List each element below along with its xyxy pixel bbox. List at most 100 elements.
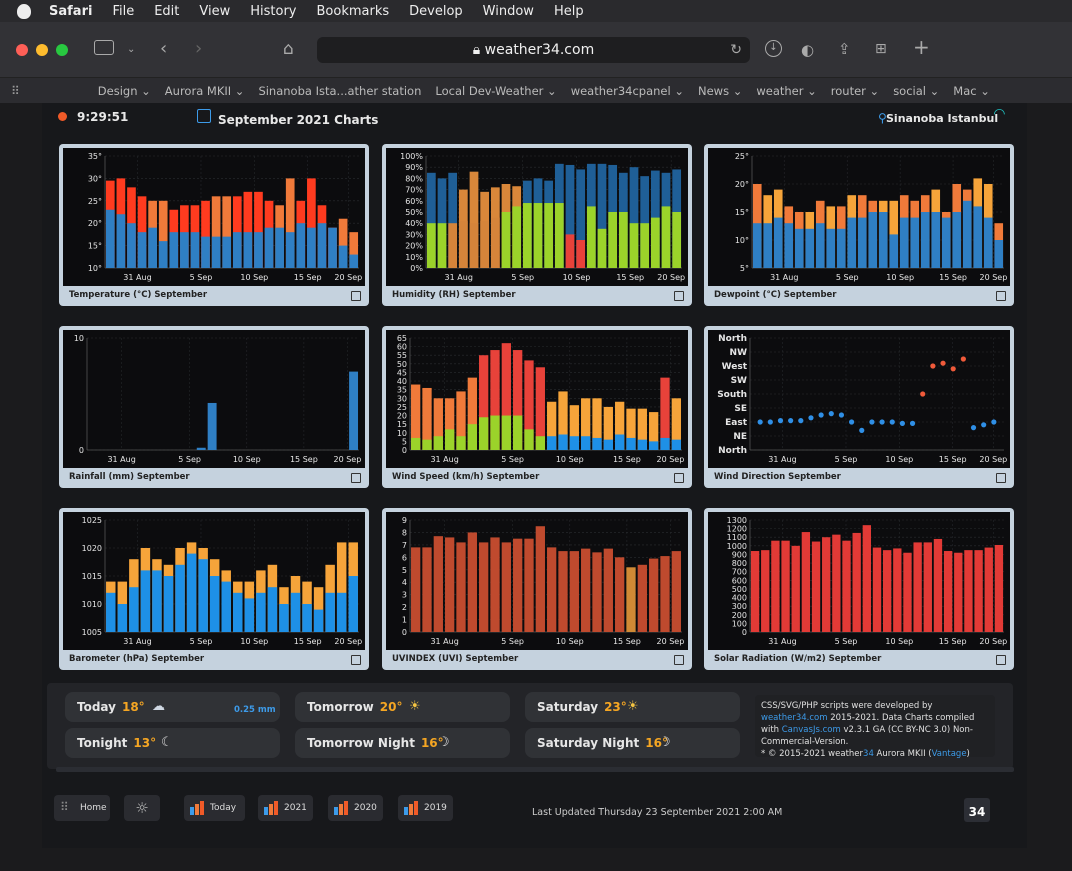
back-icon[interactable]: ‹ [160,38,168,59]
menu-edit[interactable]: Edit [154,3,180,19]
y-tick-label: 60% [405,197,423,206]
chevron-down-icon[interactable]: ⌄ [127,44,136,55]
bar [603,406,613,450]
x-tick-label: 31 Aug [445,273,473,282]
zoom-window-button[interactable] [56,44,68,56]
menu-file[interactable]: File [112,3,135,19]
fav-aurora[interactable]: Aurora MKII ⌄ [164,83,245,98]
share-icon[interactable]: ⇪ [838,40,851,58]
y-tick-label: 30% [405,230,423,239]
expand-icon[interactable] [996,291,1006,301]
y-tick-label: 15° [88,242,102,251]
apple-icon[interactable] [17,3,31,19]
expand-icon[interactable] [351,291,361,301]
y-tick-label: 1010 [82,600,102,609]
bar-chart-icon [264,800,278,815]
fav-news[interactable]: News ⌄ [697,83,743,98]
credits-link-canvasjs[interactable]: CanvasJs.com [781,725,841,735]
fav-cpanel[interactable]: weather34cpanel ⌄ [570,83,684,98]
expand-icon[interactable] [996,473,1006,483]
home-button[interactable]: ⠿ Home [54,795,110,821]
forecast-tomorrow-night: Tomorrow Night 16° ☽ [295,728,510,758]
chart-panel-rain: 10 0 31 Aug 5 Sep 10 Sep 15 Sep 20 Sep Rainfall… [59,326,369,488]
shield-icon[interactable]: ◐ [801,41,815,59]
chart-svg: 100% 90% 80% 70% 60% 50% 40% 30% 20% 10% 0% 31 Aug 5… [400,152,685,282]
minimize-window-button[interactable] [36,44,48,56]
credits-link-weather34[interactable]: weather34.com [761,713,828,723]
menu-help[interactable]: Help [553,3,584,19]
x-tick-label: 20 Sep [979,455,1007,464]
menu-bookmarks[interactable]: Bookmarks [316,3,390,19]
scrollbar[interactable] [56,767,1014,772]
menu-view[interactable]: View [199,3,231,19]
bar [565,164,575,268]
bar [544,203,554,268]
sidebar-icon[interactable] [94,40,114,55]
x-tick-label: 5 Sep [835,455,858,464]
bar [842,540,851,632]
menu-history[interactable]: History [250,3,297,19]
bar [994,240,1004,268]
x-tick-label: 31 Aug [770,273,798,282]
expand-icon[interactable] [674,655,684,665]
fav-local-dev[interactable]: Local Dev-Weather ⌄ [435,83,557,98]
theme-toggle-button[interactable]: ☼ [124,795,160,821]
y-tick-label: 20° [735,180,749,189]
year-2020-button[interactable]: 2020 [328,795,383,821]
fav-design[interactable]: Design ⌄ [97,83,151,98]
fav-social[interactable]: social ⌄ [893,83,940,98]
bar [186,553,197,632]
bar [285,232,295,268]
bar [422,439,432,450]
bar [826,228,836,268]
forecast-saturday: Saturday 23° ☀ [525,692,740,722]
y-tick-label: 70% [405,186,423,195]
expand-icon[interactable] [351,655,361,665]
forecast-temp: 13° [133,736,157,750]
forward-icon[interactable]: › [195,38,203,59]
forecast-label: Tomorrow [307,700,374,714]
fav-weather[interactable]: weather ⌄ [756,83,817,98]
menu-app[interactable]: Safari [49,3,93,19]
bar [581,436,591,450]
scatter-point [960,356,966,362]
y-tick-label: 2 [402,603,407,612]
fav-mac[interactable]: Mac ⌄ [953,83,990,98]
expand-icon[interactable] [674,291,684,301]
reload-icon[interactable]: ↻ [730,42,742,58]
menu-develop[interactable]: Develop [409,3,463,19]
expand-icon[interactable] [996,655,1006,665]
year-2019-button[interactable]: 2019 [398,795,453,821]
bar [913,542,922,632]
credits-link-vantage[interactable]: Vantage [931,749,967,759]
bar [479,542,489,632]
bar [565,234,575,268]
bar [931,212,941,268]
expand-icon[interactable] [674,473,684,483]
grid-icon[interactable]: ⠿ [11,83,20,98]
fav-sinanoba[interactable]: Sinanoba Ista...ather station [258,83,422,98]
forecast-label: Today [77,700,116,714]
bar [490,350,500,450]
expand-icon[interactable] [351,473,361,483]
address-bar[interactable]: 🔒︎ weather34.com ↻ [317,37,750,63]
download-icon[interactable]: ↓ [765,40,782,57]
bar [338,218,348,268]
tab-overview-icon[interactable]: ⊞ [875,41,887,57]
y-tick-label: 30 [397,394,407,403]
bar [336,542,347,632]
menu-window[interactable]: Window [482,3,534,19]
home-icon[interactable]: ⌂ [283,39,294,59]
x-tick-label: 20 Sep [656,637,684,646]
weather34-logo[interactable]: 34 [964,798,990,822]
close-window-button[interactable] [16,44,28,56]
chart-svg: North NW West SW South SE East NE North 31 Aug 5 S… [717,334,1007,464]
today-button[interactable]: Today [184,795,245,821]
fav-router[interactable]: router ⌄ [830,83,880,98]
year-2021-button[interactable]: 2021 [258,795,313,821]
bar [433,398,443,450]
bar [533,203,543,268]
bar [456,436,466,450]
new-tab-icon[interactable]: + [913,35,930,59]
bar [129,587,139,632]
